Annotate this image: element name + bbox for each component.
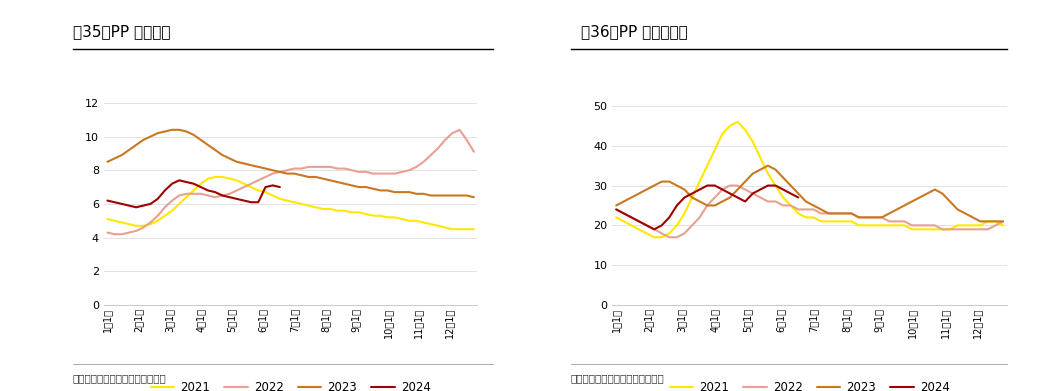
2023	[101, 160, 113, 164]
2023	[281, 171, 294, 176]
2022	[861, 215, 873, 220]
2022	[762, 199, 774, 204]
2022	[346, 168, 358, 172]
2022	[830, 211, 843, 216]
2022	[137, 225, 149, 230]
2023	[331, 180, 344, 185]
Line: 2024: 2024	[617, 186, 798, 230]
2023	[799, 199, 812, 204]
2023	[166, 127, 179, 132]
2023	[974, 219, 986, 224]
2021	[130, 224, 142, 228]
2022	[454, 127, 466, 132]
2023	[610, 203, 623, 208]
2023	[746, 171, 759, 176]
Line: 2023: 2023	[107, 130, 474, 197]
2022	[663, 235, 676, 240]
2022	[468, 149, 481, 154]
2021	[640, 231, 653, 236]
2024	[746, 191, 759, 196]
2021	[732, 120, 744, 124]
2022	[996, 219, 1009, 224]
2021	[808, 215, 820, 220]
2021	[302, 203, 315, 208]
Text: 图36：PP 贸易商库存: 图36：PP 贸易商库存	[581, 24, 688, 39]
2021	[610, 215, 623, 220]
2022	[101, 230, 113, 235]
2022	[281, 168, 294, 172]
2024	[610, 207, 623, 212]
2024	[130, 205, 142, 210]
2023	[446, 193, 459, 198]
2023	[238, 161, 250, 166]
2024	[230, 197, 243, 201]
2022	[108, 232, 120, 237]
2021	[875, 223, 887, 228]
2021	[830, 219, 843, 224]
2022	[640, 223, 653, 228]
2023	[822, 211, 835, 216]
2021	[762, 171, 774, 176]
2022	[875, 215, 887, 220]
2021	[446, 227, 459, 231]
2023	[130, 143, 142, 147]
2024	[101, 198, 113, 203]
2022	[331, 166, 344, 171]
2022	[723, 183, 736, 188]
2021	[346, 210, 358, 215]
2024	[640, 223, 653, 228]
2023	[346, 183, 358, 188]
2024	[792, 195, 804, 200]
Line: 2022: 2022	[107, 130, 474, 234]
Line: 2023: 2023	[617, 166, 1003, 221]
Text: 资料来源：钢联，恒泰期货研究所: 资料来源：钢联，恒泰期货研究所	[73, 373, 166, 383]
2021	[209, 175, 221, 179]
2021	[468, 227, 481, 231]
Line: 2024: 2024	[107, 180, 280, 207]
2021	[101, 217, 113, 221]
2022	[610, 207, 623, 212]
2023	[996, 219, 1009, 224]
2024	[274, 185, 286, 189]
Line: 2021: 2021	[107, 177, 474, 229]
2021	[238, 181, 250, 186]
2023	[468, 195, 481, 199]
Legend: 2021, 2022, 2023, 2024: 2021, 2022, 2023, 2024	[146, 377, 435, 391]
2021	[996, 223, 1009, 228]
Text: 资料来源：钢联，恒泰期货研究所: 资料来源：钢联，恒泰期货研究所	[571, 373, 664, 383]
2023	[853, 215, 866, 220]
2022	[808, 207, 820, 212]
2021	[331, 208, 344, 213]
Line: 2022: 2022	[617, 186, 1003, 237]
2021	[281, 198, 294, 203]
Legend: 2021, 2022, 2023, 2024: 2021, 2022, 2023, 2024	[665, 377, 954, 391]
2022	[302, 165, 315, 169]
2022	[238, 185, 250, 189]
2021	[861, 223, 873, 228]
2023	[762, 163, 774, 168]
2023	[640, 187, 653, 192]
2023	[868, 215, 880, 220]
Line: 2021: 2021	[617, 122, 1003, 237]
2021	[648, 235, 660, 240]
Text: 图35：PP 港口库存: 图35：PP 港口库存	[73, 24, 170, 39]
